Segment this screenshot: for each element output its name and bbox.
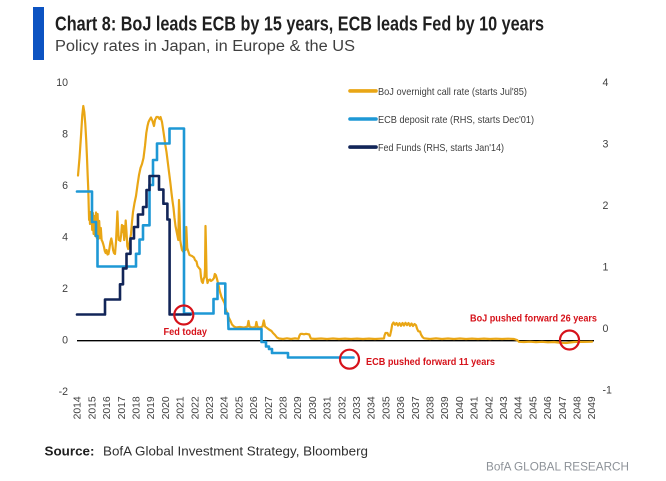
svg-text:2016: 2016 xyxy=(102,396,113,419)
svg-text:3: 3 xyxy=(603,138,609,150)
svg-text:2028: 2028 xyxy=(279,396,290,419)
svg-text:2030: 2030 xyxy=(308,396,319,419)
svg-text:2035: 2035 xyxy=(381,396,392,419)
svg-text:2036: 2036 xyxy=(396,396,407,419)
svg-text:2038: 2038 xyxy=(426,396,437,419)
svg-text:2020: 2020 xyxy=(161,396,172,419)
svg-text:2032: 2032 xyxy=(337,396,348,419)
svg-text:2027: 2027 xyxy=(264,396,275,419)
svg-text:2: 2 xyxy=(62,283,68,295)
svg-text:Chart 8: BoJ leads ECB by 15 y: Chart 8: BoJ leads ECB by 15 years, ECB … xyxy=(55,13,544,35)
svg-text:2048: 2048 xyxy=(573,396,584,419)
svg-text:2025: 2025 xyxy=(234,396,245,419)
svg-text:2029: 2029 xyxy=(293,396,304,419)
svg-text:6: 6 xyxy=(62,180,68,192)
svg-text:2045: 2045 xyxy=(528,396,539,419)
svg-text:2018: 2018 xyxy=(132,396,143,419)
svg-text:2042: 2042 xyxy=(484,396,495,419)
svg-text:2033: 2033 xyxy=(352,396,363,419)
svg-text:2021: 2021 xyxy=(176,396,187,419)
svg-text:BofA GLOBAL RESEARCH: BofA GLOBAL RESEARCH xyxy=(486,460,629,474)
svg-text:0: 0 xyxy=(603,323,609,335)
svg-text:0: 0 xyxy=(62,335,68,347)
svg-text:2026: 2026 xyxy=(249,396,260,419)
svg-text:10: 10 xyxy=(56,77,68,89)
svg-text:BoJ overnight call rate (start: BoJ overnight call rate (starts Jul'85) xyxy=(378,86,527,98)
svg-text:Source:BofA Global Investment: Source: BofA Global Investment Strategy, … xyxy=(45,444,369,459)
svg-text:2040: 2040 xyxy=(455,396,466,419)
svg-text:2031: 2031 xyxy=(323,396,334,419)
svg-text:2043: 2043 xyxy=(499,396,510,419)
svg-text:2037: 2037 xyxy=(411,396,422,419)
svg-text:4: 4 xyxy=(603,77,609,89)
svg-text:2041: 2041 xyxy=(470,396,481,419)
svg-text:2014: 2014 xyxy=(73,396,84,419)
svg-text:-2: -2 xyxy=(59,386,69,398)
svg-text:8: 8 xyxy=(62,128,68,140)
svg-text:2017: 2017 xyxy=(117,396,128,419)
svg-text:2039: 2039 xyxy=(440,396,451,419)
svg-text:-1: -1 xyxy=(603,384,613,396)
svg-text:2023: 2023 xyxy=(205,396,216,419)
svg-text:2024: 2024 xyxy=(220,396,231,419)
svg-text:2044: 2044 xyxy=(514,396,525,419)
svg-text:2049: 2049 xyxy=(587,396,598,419)
svg-text:Fed today: Fed today xyxy=(164,326,208,338)
svg-text:2015: 2015 xyxy=(87,396,98,419)
svg-text:Fed Funds (RHS, starts Jan'14): Fed Funds (RHS, starts Jan'14) xyxy=(378,142,504,154)
svg-text:2034: 2034 xyxy=(367,396,378,419)
svg-text:2022: 2022 xyxy=(190,396,201,419)
svg-text:ECB deposit rate (RHS, starts: ECB deposit rate (RHS, starts Dec'01) xyxy=(378,114,534,126)
svg-text:4: 4 xyxy=(62,231,68,243)
svg-text:2046: 2046 xyxy=(543,396,554,419)
svg-text:2047: 2047 xyxy=(558,396,569,419)
svg-text:Policy rates in Japan, in Euro: Policy rates in Japan, in Europe & the U… xyxy=(55,38,355,55)
svg-text:ECB pushed forward 11 years: ECB pushed forward 11 years xyxy=(366,356,495,368)
svg-text:2019: 2019 xyxy=(146,396,157,419)
svg-text:2: 2 xyxy=(603,200,609,212)
svg-text:BoJ pushed forward 26 years: BoJ pushed forward 26 years xyxy=(470,313,597,325)
svg-text:1: 1 xyxy=(603,261,609,273)
